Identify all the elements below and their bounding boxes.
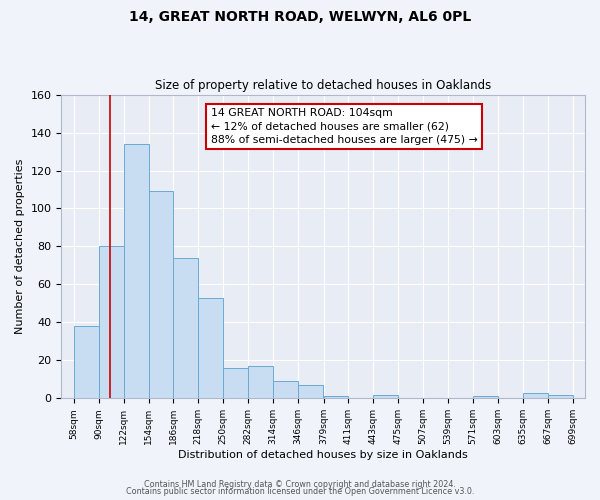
Text: Contains HM Land Registry data © Crown copyright and database right 2024.: Contains HM Land Registry data © Crown c…: [144, 480, 456, 489]
Text: 14, GREAT NORTH ROAD, WELWYN, AL6 0PL: 14, GREAT NORTH ROAD, WELWYN, AL6 0PL: [129, 10, 471, 24]
Text: 14 GREAT NORTH ROAD: 104sqm
← 12% of detached houses are smaller (62)
88% of sem: 14 GREAT NORTH ROAD: 104sqm ← 12% of det…: [211, 108, 478, 144]
Bar: [74, 326, 99, 398]
Title: Size of property relative to detached houses in Oaklands: Size of property relative to detached ho…: [155, 79, 491, 92]
Text: Contains public sector information licensed under the Open Government Licence v3: Contains public sector information licen…: [126, 488, 474, 496]
Bar: [373, 394, 398, 398]
Bar: [548, 394, 572, 398]
Bar: [323, 396, 349, 398]
Bar: [298, 385, 323, 398]
Bar: [223, 368, 248, 398]
Bar: [173, 258, 199, 398]
Bar: [248, 366, 273, 398]
Bar: [473, 396, 498, 398]
X-axis label: Distribution of detached houses by size in Oaklands: Distribution of detached houses by size …: [178, 450, 468, 460]
Bar: [273, 382, 298, 398]
Y-axis label: Number of detached properties: Number of detached properties: [15, 159, 25, 334]
Bar: [124, 144, 149, 399]
Bar: [523, 392, 548, 398]
Bar: [199, 298, 223, 398]
Bar: [99, 246, 124, 398]
Bar: [149, 192, 173, 398]
